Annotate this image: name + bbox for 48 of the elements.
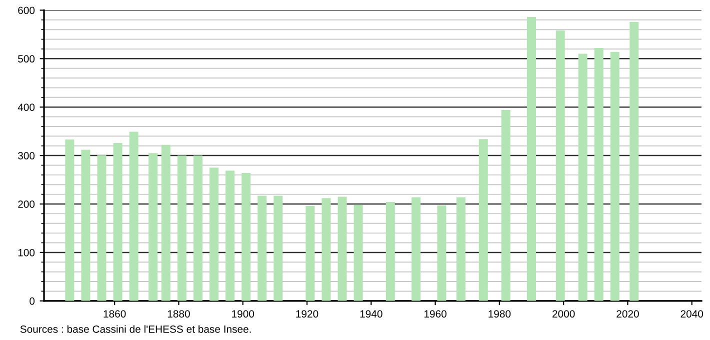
x-tick-label: 1900 — [232, 310, 254, 318]
bar — [556, 30, 565, 301]
y-tick-label: 0 — [30, 297, 35, 305]
bar — [161, 144, 170, 301]
bar — [478, 139, 488, 301]
bar — [274, 196, 283, 301]
bar — [578, 54, 588, 301]
bar — [113, 142, 122, 301]
bar — [258, 196, 267, 301]
bar — [97, 155, 106, 301]
bar — [386, 202, 395, 301]
source-note: Sources : base Cassini de l'EHESS et base Insee. — [20, 325, 251, 333]
x-tick-label: 2040 — [680, 310, 704, 318]
bar — [610, 52, 620, 301]
x-tick-label: 2020 — [616, 310, 639, 318]
bar — [177, 156, 186, 301]
bar — [338, 196, 347, 301]
y-tick-label: 500 — [18, 55, 35, 63]
x-tick-label: 1860 — [104, 310, 126, 318]
bar — [412, 197, 421, 301]
bar — [456, 197, 466, 301]
x-tick-label: 2000 — [552, 310, 575, 318]
bar — [81, 150, 90, 301]
bar — [501, 110, 510, 301]
bar — [129, 132, 138, 301]
bar — [322, 198, 331, 301]
bar — [354, 204, 363, 301]
x-tick-label: 1880 — [168, 310, 190, 318]
x-tick-label: 1940 — [360, 310, 382, 318]
x-tick-label: 1960 — [424, 310, 446, 318]
bar — [226, 170, 235, 301]
bar — [527, 16, 536, 301]
bar — [630, 22, 639, 301]
x-tick-label: 1980 — [488, 310, 511, 318]
bar — [437, 205, 446, 301]
y-tick-label: 600 — [18, 6, 35, 14]
y-tick-label: 300 — [18, 152, 35, 160]
bar — [594, 48, 604, 301]
bar — [65, 140, 74, 301]
bar — [210, 168, 218, 301]
x-tick-label: 1920 — [296, 310, 318, 318]
y-tick-label: 100 — [18, 248, 35, 256]
bar — [148, 153, 158, 301]
bar — [242, 172, 251, 301]
y-tick-label: 200 — [18, 200, 35, 208]
bar — [306, 206, 315, 301]
bar — [193, 156, 202, 301]
y-tick-label: 400 — [18, 104, 35, 111]
